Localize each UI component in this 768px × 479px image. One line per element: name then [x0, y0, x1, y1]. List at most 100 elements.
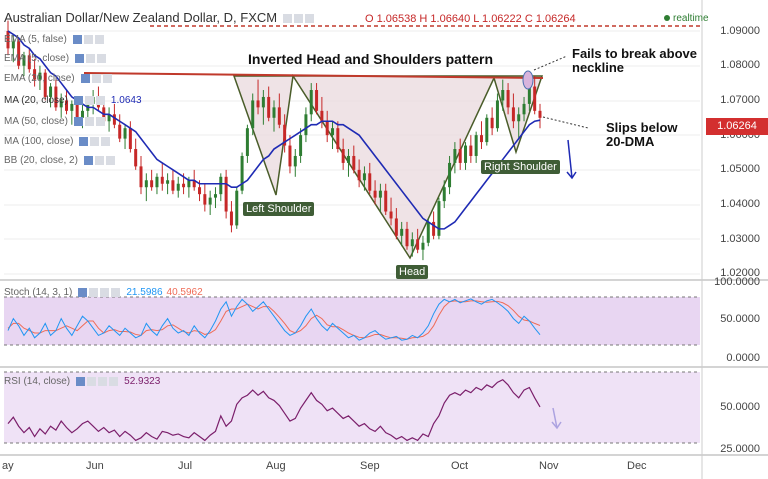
indicator-ma20-label: MA (20, close)	[4, 95, 68, 106]
compare-icon[interactable]	[293, 14, 303, 24]
more-icon[interactable]	[95, 116, 105, 126]
candle-body	[22, 55, 26, 66]
slips-note: Slips below 20-DMA	[606, 121, 678, 149]
eye-icon[interactable]	[80, 73, 90, 83]
eye-icon[interactable]	[75, 53, 85, 63]
candle-body	[283, 124, 287, 146]
settings-icon[interactable]	[83, 34, 93, 44]
indicator-ma20[interactable]: MA (20, close) 1.0643	[4, 95, 142, 106]
more-icon[interactable]	[102, 73, 112, 83]
candle-body	[17, 41, 21, 66]
candle-body	[437, 201, 441, 236]
more-icon[interactable]	[95, 95, 105, 105]
more-icon[interactable]	[109, 376, 119, 386]
candle-body	[277, 107, 281, 125]
candle-body	[362, 173, 366, 181]
stoch-legend[interactable]: Stoch (14, 3, 1) 21.5986 40.5962	[4, 287, 203, 298]
indicator-ema2[interactable]: EMA (5, close)	[4, 53, 107, 64]
close-icon[interactable]	[98, 376, 108, 386]
eye-icon[interactable]	[78, 287, 88, 297]
candle-body	[464, 145, 468, 163]
candle-body	[65, 100, 69, 111]
more-icon[interactable]	[304, 14, 314, 24]
candle-body	[150, 180, 154, 188]
candle-body	[256, 100, 260, 108]
inverted-head-shoulders-shape	[232, 73, 544, 260]
slips-note-line1: Slips below	[606, 120, 678, 135]
candle-body	[533, 86, 537, 111]
eye-icon[interactable]	[83, 155, 93, 165]
indicator-ema3-label: EMA (20, close)	[4, 73, 75, 84]
candle-body	[229, 211, 233, 226]
indicator-ma100-label: MA (100, close)	[4, 136, 74, 147]
time-tick: Jul	[178, 460, 193, 472]
candle-body	[373, 190, 377, 198]
ma20-line	[7, 30, 541, 230]
symbol-title[interactable]: Australian Dollar/New Zealand Dollar, D,…	[4, 10, 314, 25]
rsi-tick: 50.0000	[720, 401, 760, 413]
settings-icon[interactable]	[91, 73, 101, 83]
candle-body	[458, 149, 462, 163]
eye-icon[interactable]	[73, 116, 83, 126]
candle-body	[107, 114, 111, 122]
realtime-label: realtime	[673, 13, 709, 24]
candle-body	[506, 90, 510, 108]
rsi-line	[7, 379, 541, 442]
candle-body	[426, 221, 430, 243]
indicator-ema1-label: EMA (5, false)	[4, 34, 67, 45]
settings-icon[interactable]	[89, 287, 99, 297]
rsi-legend[interactable]: RSI (14, close) 52.9323	[4, 376, 160, 387]
settings-icon[interactable]	[90, 136, 100, 146]
realtime-dot-icon	[664, 15, 670, 22]
price-tick: 1.08000	[720, 59, 760, 71]
candle-body	[166, 180, 170, 184]
candle-body	[27, 55, 31, 70]
stoch-tick: 100.0000	[714, 276, 760, 288]
indicator-ema3[interactable]: EMA (20, close)	[4, 73, 112, 84]
candle-body	[176, 183, 180, 191]
fails-note-line1: Fails to break above	[572, 46, 697, 61]
settings-icon[interactable]	[86, 53, 96, 63]
candle-body	[336, 128, 340, 150]
eye-icon[interactable]	[72, 34, 82, 44]
candle-body	[160, 176, 164, 184]
more-icon[interactable]	[111, 287, 121, 297]
eye-icon[interactable]	[73, 95, 83, 105]
eye-icon[interactable]	[76, 376, 86, 386]
symbol-label: Australian Dollar/New Zealand Dollar, D,…	[4, 10, 278, 25]
realtime-status: realtime	[664, 13, 709, 24]
more-icon[interactable]	[101, 136, 111, 146]
time-tick: Oct	[451, 460, 469, 472]
indicator-bb[interactable]: BB (20, close, 2)	[4, 155, 115, 166]
settings-icon[interactable]	[84, 116, 94, 126]
candles	[6, 20, 542, 261]
candle-body	[155, 176, 159, 188]
candle-body	[384, 190, 388, 212]
last-price-badge: 1.06264	[706, 118, 768, 135]
close-icon[interactable]	[100, 287, 110, 297]
candle-body	[357, 169, 361, 181]
indicator-ma50[interactable]: MA (50, close)	[4, 116, 105, 127]
eye-icon[interactable]	[79, 136, 89, 146]
time-tick: Nov	[539, 460, 559, 472]
time-tick: Sep	[360, 460, 380, 472]
time-tick: Jun	[86, 460, 104, 472]
settings-icon[interactable]	[87, 376, 97, 386]
candle-body	[469, 145, 473, 156]
candle-body	[261, 96, 265, 108]
candle-body	[479, 135, 483, 143]
candle-body	[224, 176, 228, 212]
more-icon[interactable]	[97, 53, 107, 63]
candle-body	[123, 128, 127, 139]
candle-body	[315, 90, 319, 111]
more-icon[interactable]	[105, 155, 115, 165]
more-icon[interactable]	[94, 34, 104, 44]
settings-icon[interactable]	[94, 155, 104, 165]
indicator-ema1[interactable]: EMA (5, false)	[4, 34, 104, 45]
settings-icon[interactable]	[84, 95, 94, 105]
indicator-ma100[interactable]: MA (100, close)	[4, 136, 111, 147]
settings-icon[interactable]	[282, 14, 292, 24]
candle-body	[171, 180, 175, 191]
stoch-band	[4, 297, 700, 345]
